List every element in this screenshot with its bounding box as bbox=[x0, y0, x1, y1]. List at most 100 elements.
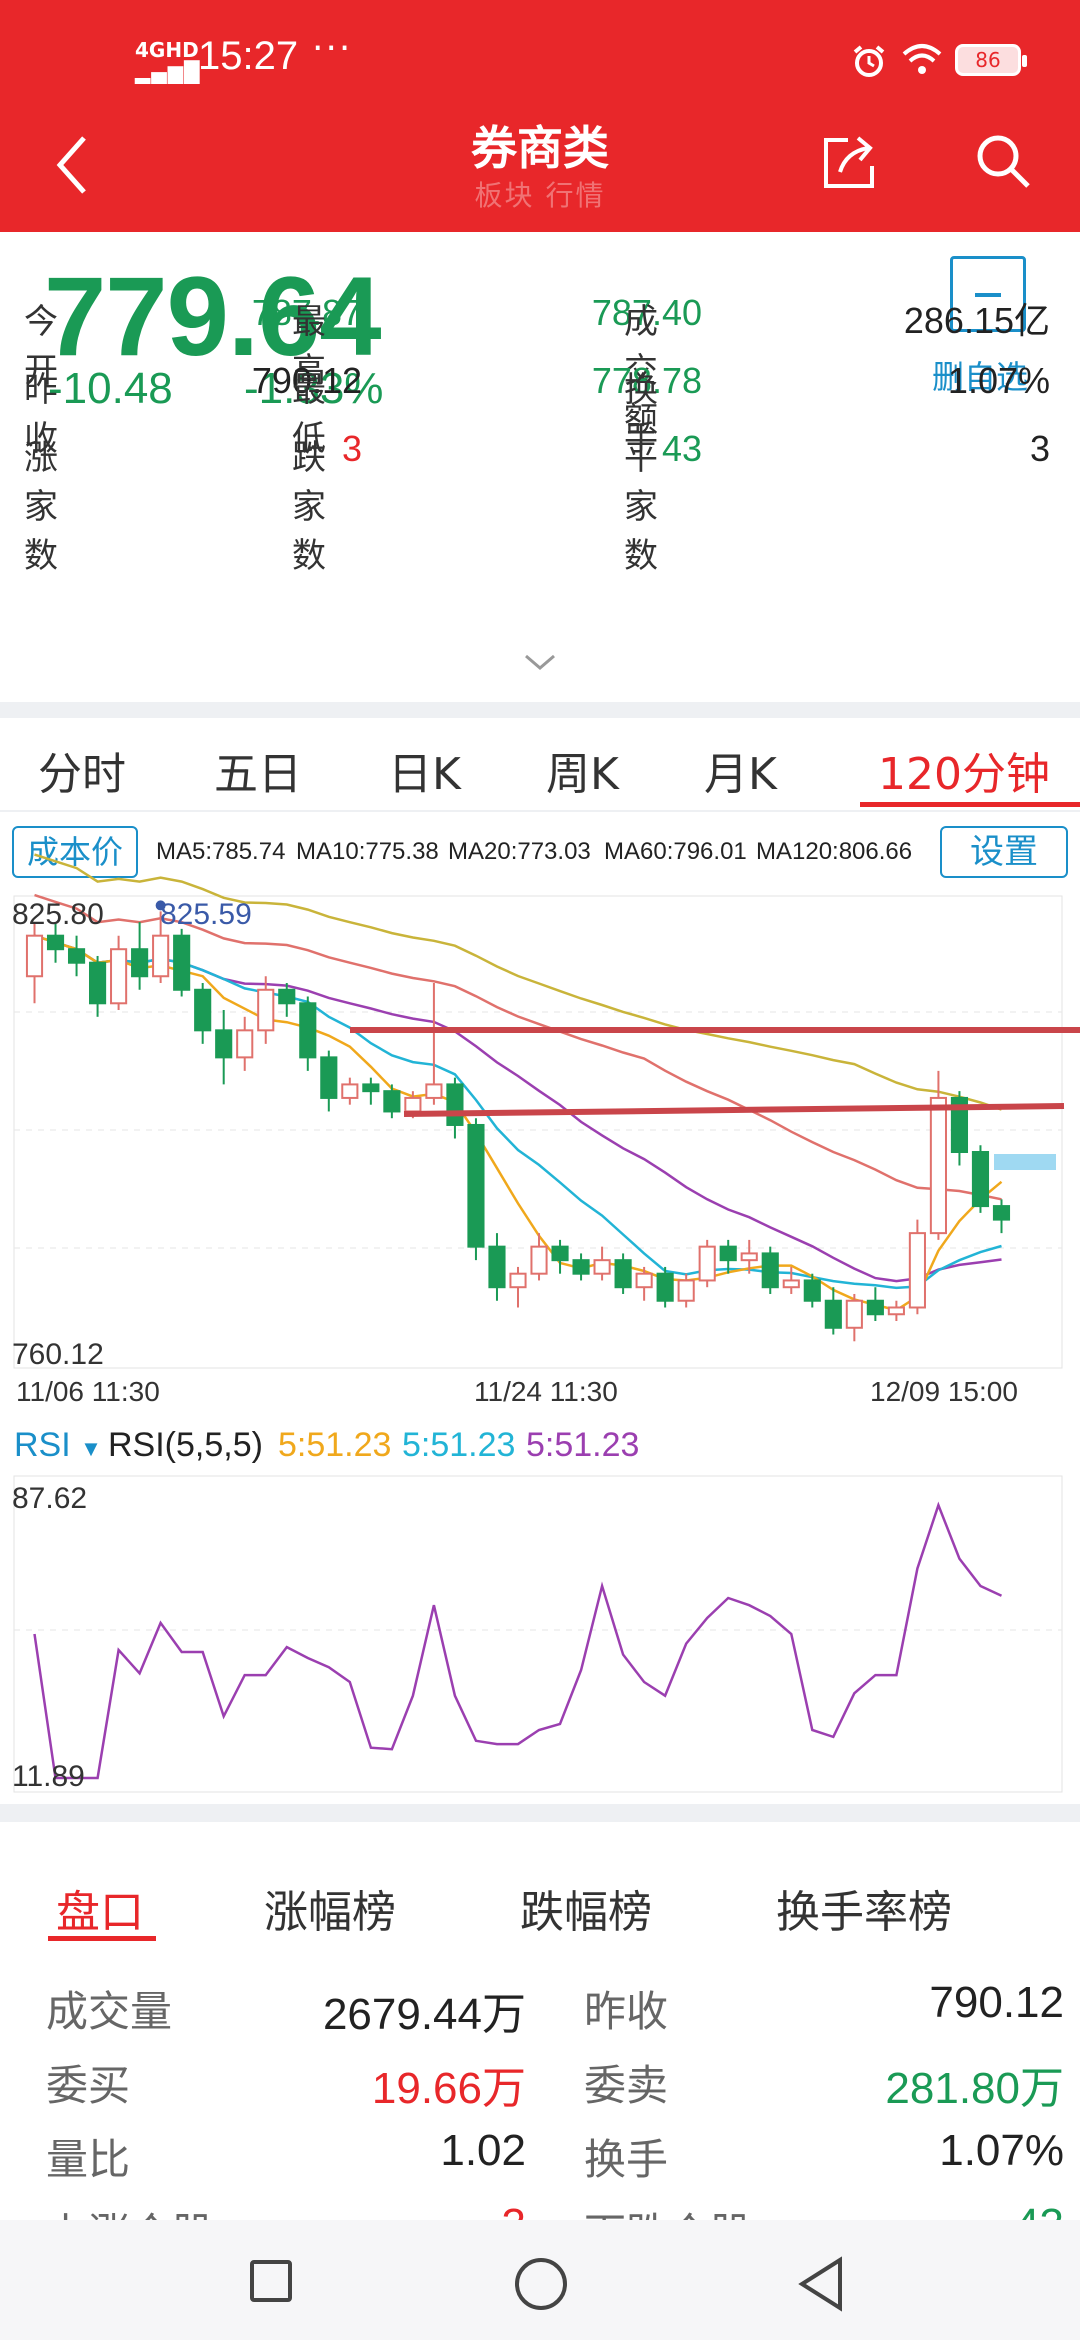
tab-order-book[interactable]: 盘口 bbox=[56, 1887, 144, 1938]
tab-weekly-k[interactable]: 周K bbox=[546, 749, 619, 800]
ma5-line bbox=[34, 934, 1003, 1312]
candle-body bbox=[152, 934, 170, 978]
annotation-line-lower bbox=[403, 1103, 1065, 1117]
stat-label: 成交额 bbox=[624, 302, 658, 440]
main-plot-frame bbox=[13, 895, 1063, 1369]
recent-apps-button[interactable] bbox=[250, 2260, 292, 2302]
candle-body bbox=[89, 961, 107, 1005]
tab-intraday[interactable]: 分时 bbox=[38, 749, 126, 800]
ma10-line bbox=[34, 934, 1002, 1290]
page-title: 券商类 bbox=[471, 121, 609, 175]
candle-body bbox=[635, 1272, 653, 1289]
date-label-end: 12/09 15:00 bbox=[870, 1376, 1018, 1407]
depth-label: 委卖 bbox=[584, 2061, 669, 2110]
rsi-axis-top-label: 87.62 bbox=[12, 1482, 88, 1515]
depth-value: 790.12 bbox=[929, 1978, 1064, 2027]
candle-body bbox=[845, 1299, 863, 1329]
y-axis-top-label: 825.80 bbox=[12, 898, 104, 931]
tab-daily-k[interactable]: 日K bbox=[388, 749, 461, 800]
candle-body bbox=[719, 1245, 737, 1262]
depth-value: 43 bbox=[780, 2200, 1064, 2220]
page-subtitle: 板块 行情 bbox=[474, 179, 606, 212]
share-icon[interactable] bbox=[820, 130, 882, 192]
back-arrow-icon[interactable] bbox=[48, 130, 98, 200]
candle-body bbox=[656, 1272, 674, 1302]
home-button[interactable] bbox=[515, 2258, 567, 2310]
candle-body bbox=[467, 1123, 485, 1248]
price-change-percent: -1.33% bbox=[244, 364, 384, 413]
stat-value: 778.78 bbox=[591, 360, 702, 401]
kline-chart-panel: 成本价 MA5:785.74 MA10:775.38 MA20:773.03 M… bbox=[0, 812, 1080, 1804]
tab-monthly-k[interactable]: 月K bbox=[704, 749, 777, 800]
status-more-dots: ··· bbox=[312, 28, 353, 69]
tab-five-day[interactable]: 五日 bbox=[214, 749, 302, 800]
candle-body bbox=[866, 1299, 884, 1316]
signal-bars-icon: ▂▄▆█ bbox=[135, 60, 201, 84]
signal-indicator: 4GHD ▂▄▆█ bbox=[135, 40, 201, 82]
stat-value: 790.12 bbox=[251, 360, 362, 401]
candle-body bbox=[782, 1279, 800, 1289]
kline-chart[interactable] bbox=[0, 812, 1080, 1804]
chevron-down-icon[interactable] bbox=[522, 650, 558, 674]
search-icon[interactable] bbox=[972, 130, 1034, 192]
ma60-label: MA60:796.01 bbox=[604, 838, 747, 865]
candle-body bbox=[215, 1029, 233, 1059]
active-bottom-tab-indicator bbox=[48, 1936, 156, 1941]
candle-body bbox=[488, 1245, 506, 1289]
candle-body bbox=[67, 948, 86, 964]
back-nav-button[interactable] bbox=[796, 2254, 846, 2314]
ma120-line bbox=[34, 853, 1002, 1111]
candle-body bbox=[383, 1090, 401, 1113]
stat-label: 最低 bbox=[292, 370, 326, 459]
candle-body bbox=[341, 1083, 359, 1099]
stat-value: 787.40 bbox=[591, 292, 702, 333]
candle-body bbox=[530, 1245, 548, 1275]
rsi-plot-frame bbox=[13, 1475, 1063, 1793]
candle-body bbox=[761, 1252, 779, 1289]
stat-value: 3 bbox=[1029, 428, 1050, 469]
remove-watchlist-label[interactable]: 删自选 bbox=[932, 358, 1029, 396]
stat-label: 涨家数 bbox=[24, 438, 58, 576]
stat-value: 1.07% bbox=[947, 360, 1050, 401]
tab-gainers[interactable]: 涨幅榜 bbox=[264, 1887, 396, 1938]
candle-body bbox=[740, 1252, 758, 1262]
quote-panel: 779.64 -10.48 -1.33% 删自选 今开 787.87 最高 787.4… bbox=[0, 232, 1080, 702]
candle-body bbox=[971, 1151, 990, 1208]
tab-turnover-rank[interactable]: 换手率榜 bbox=[776, 1887, 952, 1938]
candle-body bbox=[677, 1279, 695, 1302]
alarm-icon bbox=[853, 45, 885, 77]
candle-body bbox=[698, 1245, 716, 1282]
candle-body bbox=[803, 1279, 821, 1302]
tab-120-minute[interactable]: 120分钟 bbox=[878, 749, 1050, 800]
rsi3-value: 5:51.23 bbox=[526, 1426, 640, 1464]
candle-body bbox=[362, 1083, 380, 1093]
candle-body bbox=[614, 1259, 632, 1289]
price-change: -10.48 bbox=[48, 364, 173, 413]
candle-body bbox=[236, 1029, 254, 1059]
chart-settings-button[interactable]: 设置 bbox=[940, 826, 1068, 878]
status-time: 15:27 bbox=[198, 34, 299, 78]
depth-value: 3 bbox=[250, 2200, 526, 2220]
depth-label: 换手 bbox=[584, 2135, 669, 2184]
candle-body bbox=[299, 1002, 317, 1059]
candle-body bbox=[824, 1299, 842, 1329]
active-tab-indicator bbox=[860, 802, 1080, 807]
remove-watchlist-button[interactable] bbox=[950, 256, 1026, 332]
high-marker-dot bbox=[155, 900, 166, 911]
current-price: 779.64 bbox=[44, 254, 382, 379]
candle-body bbox=[131, 948, 149, 978]
candle-body bbox=[425, 1083, 443, 1099]
rsi-axis-bottom-label: 11.89 bbox=[12, 1760, 85, 1793]
network-type: 4GHD bbox=[135, 38, 199, 62]
ma10-label: MA10:775.38 bbox=[296, 838, 439, 865]
depth-label: 昨收 bbox=[584, 1987, 669, 2036]
cost-price-button[interactable]: 成本价 bbox=[12, 826, 138, 878]
depth-value: 2679.44万 bbox=[322, 1990, 526, 2039]
rsi-indicator-select[interactable]: RSI ▼ bbox=[14, 1426, 102, 1465]
candle-body bbox=[929, 1096, 947, 1235]
battery-indicator: 86 bbox=[955, 44, 1027, 76]
depth-value: 1.07% bbox=[939, 2126, 1064, 2175]
candle-body bbox=[509, 1272, 527, 1289]
tab-losers[interactable]: 跌幅榜 bbox=[520, 1887, 652, 1938]
